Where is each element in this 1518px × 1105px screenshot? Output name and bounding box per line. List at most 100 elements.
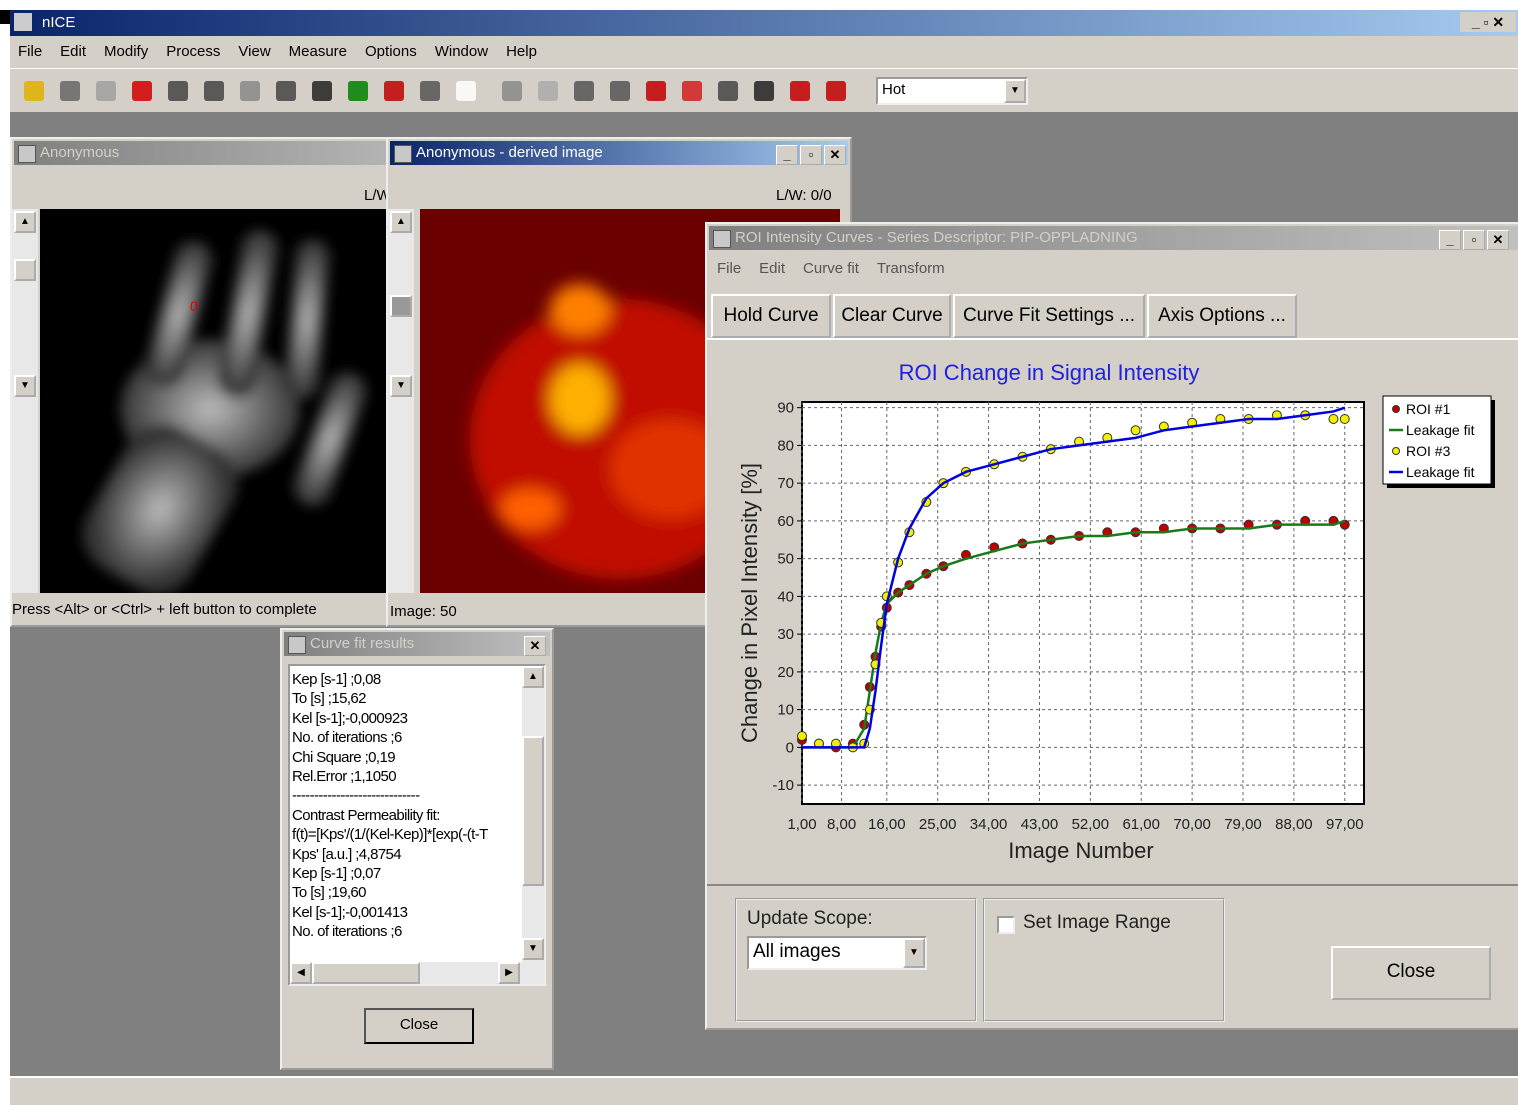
- close-button[interactable]: Close: [364, 1008, 474, 1044]
- tool-icon[interactable]: [502, 81, 522, 101]
- scope-select[interactable]: All images ▼: [747, 936, 927, 970]
- window-controls[interactable]: _ ▫ ✕: [1460, 12, 1516, 32]
- tool-icon[interactable]: [718, 81, 738, 101]
- tool-icon[interactable]: [384, 81, 404, 101]
- y-tick-label: 50: [777, 551, 794, 568]
- x-tick-label: 97,00: [1326, 816, 1364, 833]
- tool-icon[interactable]: [348, 81, 368, 101]
- roi-buttons: Hold Curve Clear Curve Curve Fit Settings …: [711, 292, 1511, 338]
- lw-label: L/W: 0/0: [776, 187, 832, 204]
- menu-item[interactable]: Help: [506, 43, 537, 60]
- tool-icon[interactable]: [574, 81, 594, 101]
- dropdown-arrow[interactable]: ▼: [903, 938, 925, 968]
- h-scrollbar[interactable]: ◀ ▶: [290, 962, 544, 984]
- result-line: No. of iterations ;6: [292, 923, 402, 941]
- tool-icon[interactable]: [24, 81, 44, 101]
- close-button[interactable]: Close: [1331, 946, 1491, 1000]
- status: Image: 50: [390, 603, 457, 620]
- button[interactable]: Hold Curve: [711, 294, 831, 338]
- button[interactable]: Curve Fit Settings ...: [953, 294, 1145, 338]
- data-point: [1328, 413, 1339, 424]
- x-axis-label: Image Number: [1008, 838, 1154, 863]
- result-line: No. of iterations ;6: [292, 729, 402, 747]
- scrollbar[interactable]: ▲ ▼: [388, 209, 414, 593]
- x-tick-label: 25,00: [919, 816, 957, 833]
- menu-item[interactable]: Process: [166, 43, 221, 60]
- menu-item[interactable]: View: [238, 43, 271, 60]
- y-tick-label: 30: [777, 626, 794, 643]
- colormap: Hot: [882, 81, 906, 98]
- button[interactable]: Clear Curve: [833, 294, 951, 338]
- status-bar: [10, 1076, 1518, 1105]
- tool-icon[interactable]: [790, 81, 810, 101]
- x-tick-label: 88,00: [1275, 816, 1313, 833]
- result-line: f(t)=[Kps'/(1/(Kel-Kep)]*[exp(-(t-T: [292, 826, 488, 844]
- menu-item[interactable]: Modify: [104, 43, 149, 60]
- tool-icon[interactable]: [312, 81, 332, 101]
- range-label: Set Image Range: [1023, 912, 1171, 933]
- tool-icon[interactable]: [420, 81, 440, 101]
- result-line: Kel [s-1];-0,000923: [292, 709, 408, 727]
- x-tick-label: 1,00: [787, 816, 816, 833]
- menu-item[interactable]: Options: [365, 43, 417, 60]
- app-title: nICE: [42, 14, 76, 31]
- legend-swatch: [1392, 447, 1400, 455]
- button[interactable]: Axis Options ...: [1147, 294, 1297, 338]
- result-line: To [s] ;15,62: [292, 690, 367, 708]
- tool-icon[interactable]: [132, 81, 152, 101]
- title-bar: Anonymous - derived image _ ▫ ✕: [390, 141, 848, 165]
- scrollbar[interactable]: ▲ ▼: [12, 209, 38, 593]
- tool-icon[interactable]: [168, 81, 188, 101]
- menu-item[interactable]: Edit: [60, 43, 87, 60]
- mri-image: 0: [40, 209, 386, 593]
- y-tick-label: 0: [786, 739, 794, 756]
- x-tick-label: 34,00: [970, 816, 1008, 833]
- tool-icon[interactable]: [826, 81, 846, 101]
- tool-icon[interactable]: [456, 81, 476, 101]
- tool-icon[interactable]: [240, 81, 260, 101]
- result-line: Kep [s-1] ;0,08: [292, 671, 381, 688]
- x-tick-label: 79,00: [1224, 816, 1262, 833]
- x-tick-label: 8,00: [827, 816, 856, 833]
- app-icon: [14, 13, 32, 31]
- x-tick-label: 52,00: [1072, 816, 1110, 833]
- tool-icon[interactable]: [204, 81, 224, 101]
- range-group: Set Image Range: [983, 898, 1225, 1022]
- status: Press <Alt> or <Ctrl> + left button to c…: [12, 601, 317, 618]
- menu-item[interactable]: File: [717, 260, 742, 277]
- tool-icon[interactable]: [60, 81, 80, 101]
- menu-item[interactable]: Curve fit: [803, 260, 859, 277]
- y-tick-label: 20: [777, 664, 794, 681]
- data-point: [797, 731, 807, 742]
- colormap-select[interactable]: Hot ▼: [876, 77, 1028, 105]
- y-tick-label: 60: [777, 513, 794, 530]
- result-line: Rel.Error ;1,1050: [292, 768, 397, 786]
- tool-icon[interactable]: [610, 81, 630, 101]
- result-line: Kel [s-1];-0,001413: [292, 903, 408, 921]
- tool-icon[interactable]: [276, 81, 296, 101]
- roi-window: ROI Intensity Curves - Series Descriptor…: [705, 222, 1518, 1030]
- result-line: Kep [s-1] ;0,07: [292, 865, 381, 883]
- dropdown-arrow[interactable]: ▼: [1004, 79, 1026, 103]
- menu-item[interactable]: Measure: [288, 43, 348, 60]
- title-bar: Curve fit results ✕: [284, 632, 550, 656]
- menu-item[interactable]: Window: [434, 43, 489, 60]
- y-axis-label: Change in Pixel Intensity [%]: [737, 463, 762, 743]
- menu-item[interactable]: File: [18, 43, 43, 60]
- tool-icon[interactable]: [646, 81, 666, 101]
- tool-icon[interactable]: [754, 81, 774, 101]
- data-point: [1130, 425, 1141, 436]
- scope: All images: [753, 941, 841, 962]
- v-scrollbar[interactable]: ▲ ▼: [522, 666, 544, 962]
- tool-icons: [24, 79, 864, 103]
- tool-icon[interactable]: [96, 81, 116, 101]
- menu-item[interactable]: Edit: [759, 260, 786, 277]
- curve-fit-window: Curve fit results ✕ Kep [s-1] ;0,08 To [s]…: [280, 628, 554, 1070]
- tool-icon[interactable]: [538, 81, 558, 101]
- legend-swatch: [1392, 405, 1400, 413]
- tool-icon[interactable]: [682, 81, 702, 101]
- icon: [18, 145, 36, 163]
- menu-item[interactable]: Transform: [876, 260, 945, 277]
- checkbox[interactable]: [997, 916, 1015, 934]
